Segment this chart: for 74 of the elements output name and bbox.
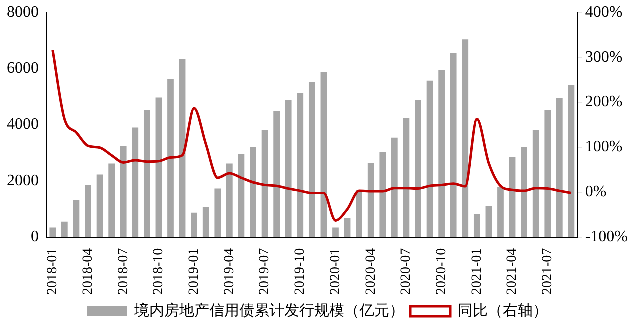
bar <box>391 138 398 238</box>
bar <box>168 79 174 238</box>
bar <box>274 111 280 238</box>
bar <box>462 40 469 238</box>
bar <box>368 163 374 238</box>
bar <box>144 110 150 238</box>
line-series <box>52 49 573 222</box>
y-tick-label: 8000 <box>7 4 39 21</box>
y-tick-label: 0 <box>31 228 39 246</box>
bar <box>50 228 56 238</box>
bar <box>474 214 480 238</box>
bar <box>320 72 328 238</box>
bar <box>426 80 434 238</box>
bar <box>568 85 575 238</box>
bar <box>202 207 210 238</box>
bar <box>438 70 445 238</box>
bar <box>521 147 528 238</box>
bar <box>415 100 422 238</box>
y-tick-label: 6000 <box>7 60 39 77</box>
bar <box>498 187 504 238</box>
bar <box>262 130 268 238</box>
bar <box>486 206 492 238</box>
bar <box>226 164 233 238</box>
x-tick-label: 2018-07 <box>116 248 132 296</box>
bar <box>120 146 127 238</box>
y-tick-label: 2000 <box>7 172 39 190</box>
x-tick-label: 2018-04 <box>80 248 96 296</box>
x-tick-label: 2020-04 <box>364 248 379 296</box>
x-tick-label: 2021-07 <box>540 248 556 296</box>
bar <box>85 185 92 238</box>
x-tick-label: 2020-07 <box>399 248 414 296</box>
bar <box>108 164 115 238</box>
x-tick-label: 2020-01 <box>328 248 344 296</box>
bar <box>308 82 316 238</box>
bar <box>297 94 304 238</box>
bar <box>450 53 457 238</box>
bar <box>380 152 386 238</box>
bar <box>250 147 256 238</box>
bar <box>509 158 516 238</box>
y2-tick-label: 300% <box>585 48 623 66</box>
x-tick-label: 2021-04 <box>505 248 520 296</box>
bar <box>73 200 80 238</box>
bar <box>556 98 563 238</box>
bar <box>332 228 339 238</box>
x-tick-label: 2021-01 <box>470 248 485 296</box>
x-tick-label: 2018-10 <box>152 248 167 296</box>
y2-tick-label: 200% <box>585 94 623 111</box>
bar <box>544 110 552 238</box>
bar <box>132 128 139 238</box>
bar <box>96 174 104 238</box>
bar <box>179 58 186 238</box>
bar <box>156 98 162 238</box>
y2-tick-label: -100% <box>585 228 628 246</box>
legend-label: 同比（右轴） <box>458 302 548 320</box>
x-tick-label: 2018-01 <box>46 248 61 296</box>
y2-tick-label: 400% <box>585 4 623 21</box>
bar <box>356 190 362 238</box>
y2-tick-label: 0% <box>585 184 607 201</box>
bar <box>238 154 245 238</box>
x-tick-label: 2019-07 <box>258 248 273 296</box>
bar <box>285 100 292 238</box>
x-tick-label: 2019-01 <box>186 248 202 296</box>
bar <box>344 218 351 238</box>
x-tick-label: 2020-10 <box>434 248 450 296</box>
bar <box>214 188 222 238</box>
x-tick-label: 2019-04 <box>222 248 238 296</box>
bar <box>191 212 198 238</box>
y-tick-label: 4000 <box>7 116 39 134</box>
legend-label: 境内房地产信用债累计发行规模（亿元） <box>134 302 404 320</box>
x-tick-label: 2019-10 <box>293 248 308 296</box>
bar <box>403 118 410 238</box>
bar <box>532 130 540 238</box>
y2-tick-label: 100% <box>585 138 623 156</box>
bar <box>61 222 68 238</box>
